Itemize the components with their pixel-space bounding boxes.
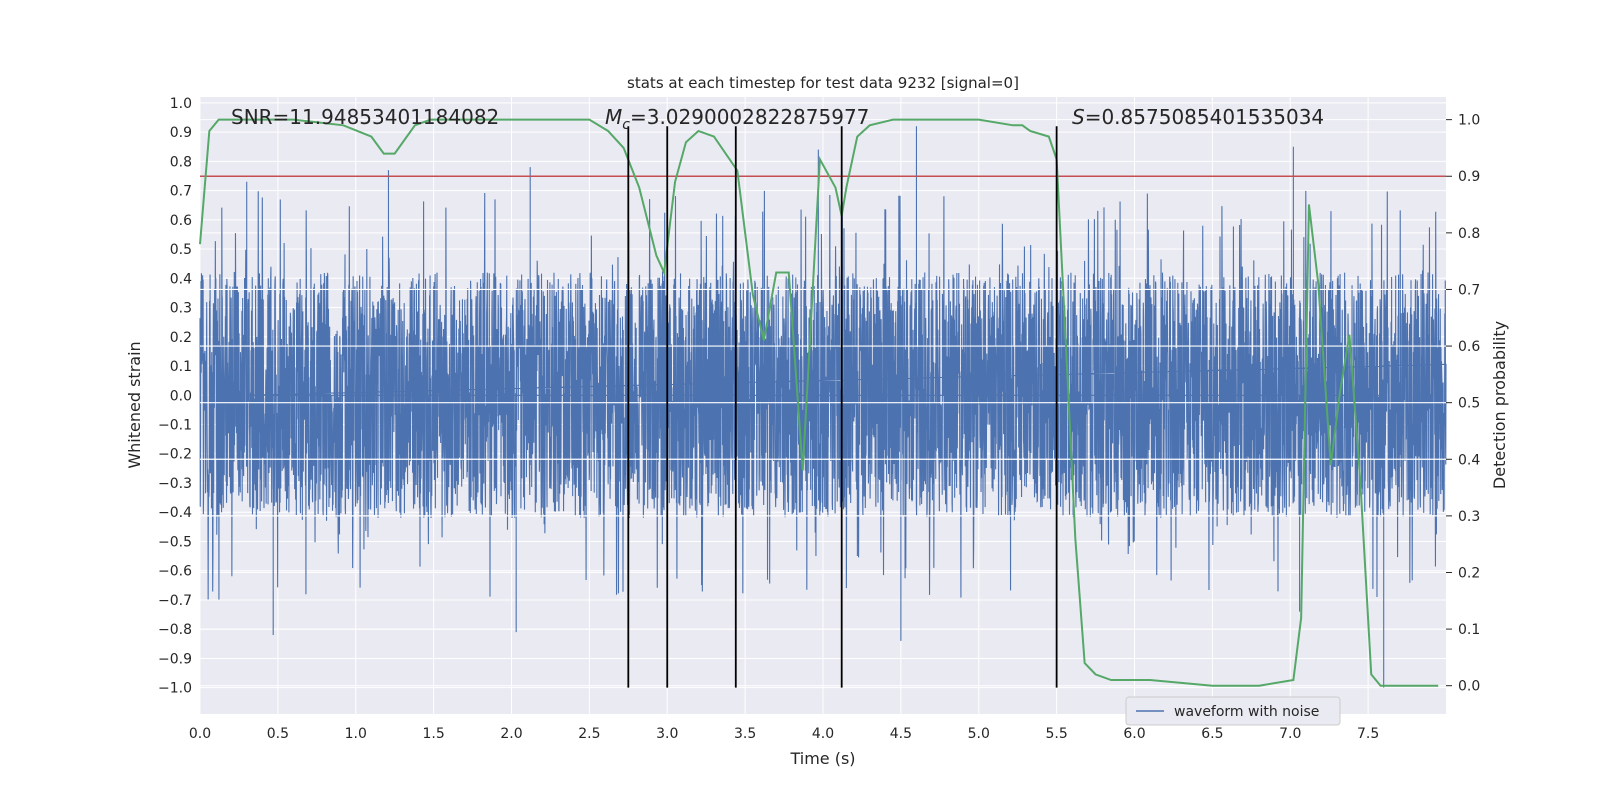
y-left-axis-label: Whitened strain <box>125 341 144 468</box>
y-left-tick-label: −0.1 <box>158 418 192 434</box>
y-right-tick-label: 1.0 <box>1458 113 1480 129</box>
x-tick-label: 0.0 <box>189 726 211 742</box>
y-left-tick-label: 0.1 <box>170 359 192 375</box>
x-tick-label: 0.5 <box>267 726 289 742</box>
y-right-tick-label: 0.2 <box>1458 565 1480 581</box>
y-left-tick-label: 0.7 <box>170 184 192 200</box>
y-left-tick-label: 0.4 <box>170 271 192 287</box>
probability-line <box>199 118 1439 687</box>
chart-title: stats at each timestep for test data 923… <box>627 74 1019 92</box>
x-tick-labels: 0.0 0.5 1.0 1.5 2.0 2.5 3.0 3.5 4.0 4.5 5.0 5.5 6.0 6… <box>189 726 1379 742</box>
strain-line <box>199 126 1447 688</box>
y-left-tick-label: 0.6 <box>170 213 192 229</box>
y-right-tick-label: 0.5 <box>1458 396 1480 412</box>
y-left-tick-label: −0.5 <box>158 534 192 550</box>
y-left-tick-label: −1.0 <box>158 681 192 697</box>
x-tick-label: 5.5 <box>1045 726 1067 742</box>
x-tick-label: 4.5 <box>890 726 912 742</box>
y-left-tick-label: −0.8 <box>158 622 192 638</box>
y-left-tick-label: 0.5 <box>170 242 192 258</box>
y-right-tick-label: 0.4 <box>1458 452 1480 468</box>
x-tick-label: 7.0 <box>1279 726 1301 742</box>
x-tick-label: 5.0 <box>968 726 990 742</box>
chirp-mass-value: =3.0290002822875977 <box>630 105 869 129</box>
y-right-tick-label: 0.3 <box>1458 509 1480 525</box>
spin-value: =0.8575085401535034 <box>1085 105 1324 129</box>
x-tick-label: 6.5 <box>1201 726 1223 742</box>
y-right-axis-label: Detection probability <box>1490 321 1509 489</box>
y-right-tick-label: 0.1 <box>1458 622 1480 638</box>
x-tick-label: 3.5 <box>734 726 756 742</box>
x-tick-label: 7.5 <box>1357 726 1379 742</box>
y-left-tick-label: 0.8 <box>170 154 192 170</box>
y-right-tick-label: 0.7 <box>1458 282 1480 298</box>
chirp-mass-annotation: Mc=3.0290002822875977 <box>605 105 869 133</box>
x-tick-label: 2.0 <box>500 726 522 742</box>
y-left-tick-label: 0.0 <box>170 388 192 404</box>
vertical-markers <box>627 126 1058 688</box>
x-tick-label: 6.0 <box>1123 726 1145 742</box>
y-left-tick-label: −0.2 <box>158 447 192 463</box>
y-left-tick-label: −0.9 <box>158 651 192 667</box>
x-tick-label: 1.0 <box>345 726 367 742</box>
y-left-tick-label: −0.7 <box>158 593 192 609</box>
y-left-tick-label: 0.2 <box>170 330 192 346</box>
y-right-tick-label: 0.6 <box>1458 339 1480 355</box>
probability-series <box>199 118 1439 687</box>
y-left-tick-label: 0.9 <box>170 125 192 141</box>
chirp-mass-symbol: M <box>605 105 622 129</box>
legend: waveform with noise <box>1125 696 1341 726</box>
legend-label: waveform with noise <box>1174 704 1319 720</box>
x-tick-label: 4.0 <box>812 726 834 742</box>
y-right-tick-label: 0.8 <box>1458 226 1480 242</box>
y-right-tick-label: 0.0 <box>1458 679 1480 695</box>
y-right-tick-label: 0.9 <box>1458 169 1480 185</box>
strain-series <box>199 126 1447 688</box>
x-tick-label: 2.5 <box>578 726 600 742</box>
x-axis-label: Time (s) <box>789 749 855 768</box>
snr-annotation: SNR=11.94853401184082 <box>231 105 499 129</box>
y-left-tick-labels: 1.0 0.9 0.8 0.7 0.6 0.5 0.4 0.3 0.2 0.1 0.0 −0.1 −0.… <box>158 96 192 697</box>
chirp-mass-subscript: c <box>622 117 630 133</box>
y-left-tick-label: −0.4 <box>158 505 192 521</box>
y-right-tick-labels: 1.0 0.9 0.8 0.7 0.6 0.5 0.4 0.3 0.2 0.1 0.0 <box>1446 113 1480 695</box>
y-left-tick-label: 1.0 <box>170 96 192 112</box>
y-left-tick-label: −0.3 <box>158 476 192 492</box>
legend-box <box>1125 696 1341 726</box>
y-left-tick-label: 0.3 <box>170 301 192 317</box>
x-tick-label: 1.5 <box>422 726 444 742</box>
y-left-tick-label: −0.6 <box>158 564 192 580</box>
x-tick-label: 3.0 <box>656 726 678 742</box>
spin-annotation: S=0.8575085401535034 <box>1072 105 1324 129</box>
spin-symbol: S <box>1072 105 1085 129</box>
